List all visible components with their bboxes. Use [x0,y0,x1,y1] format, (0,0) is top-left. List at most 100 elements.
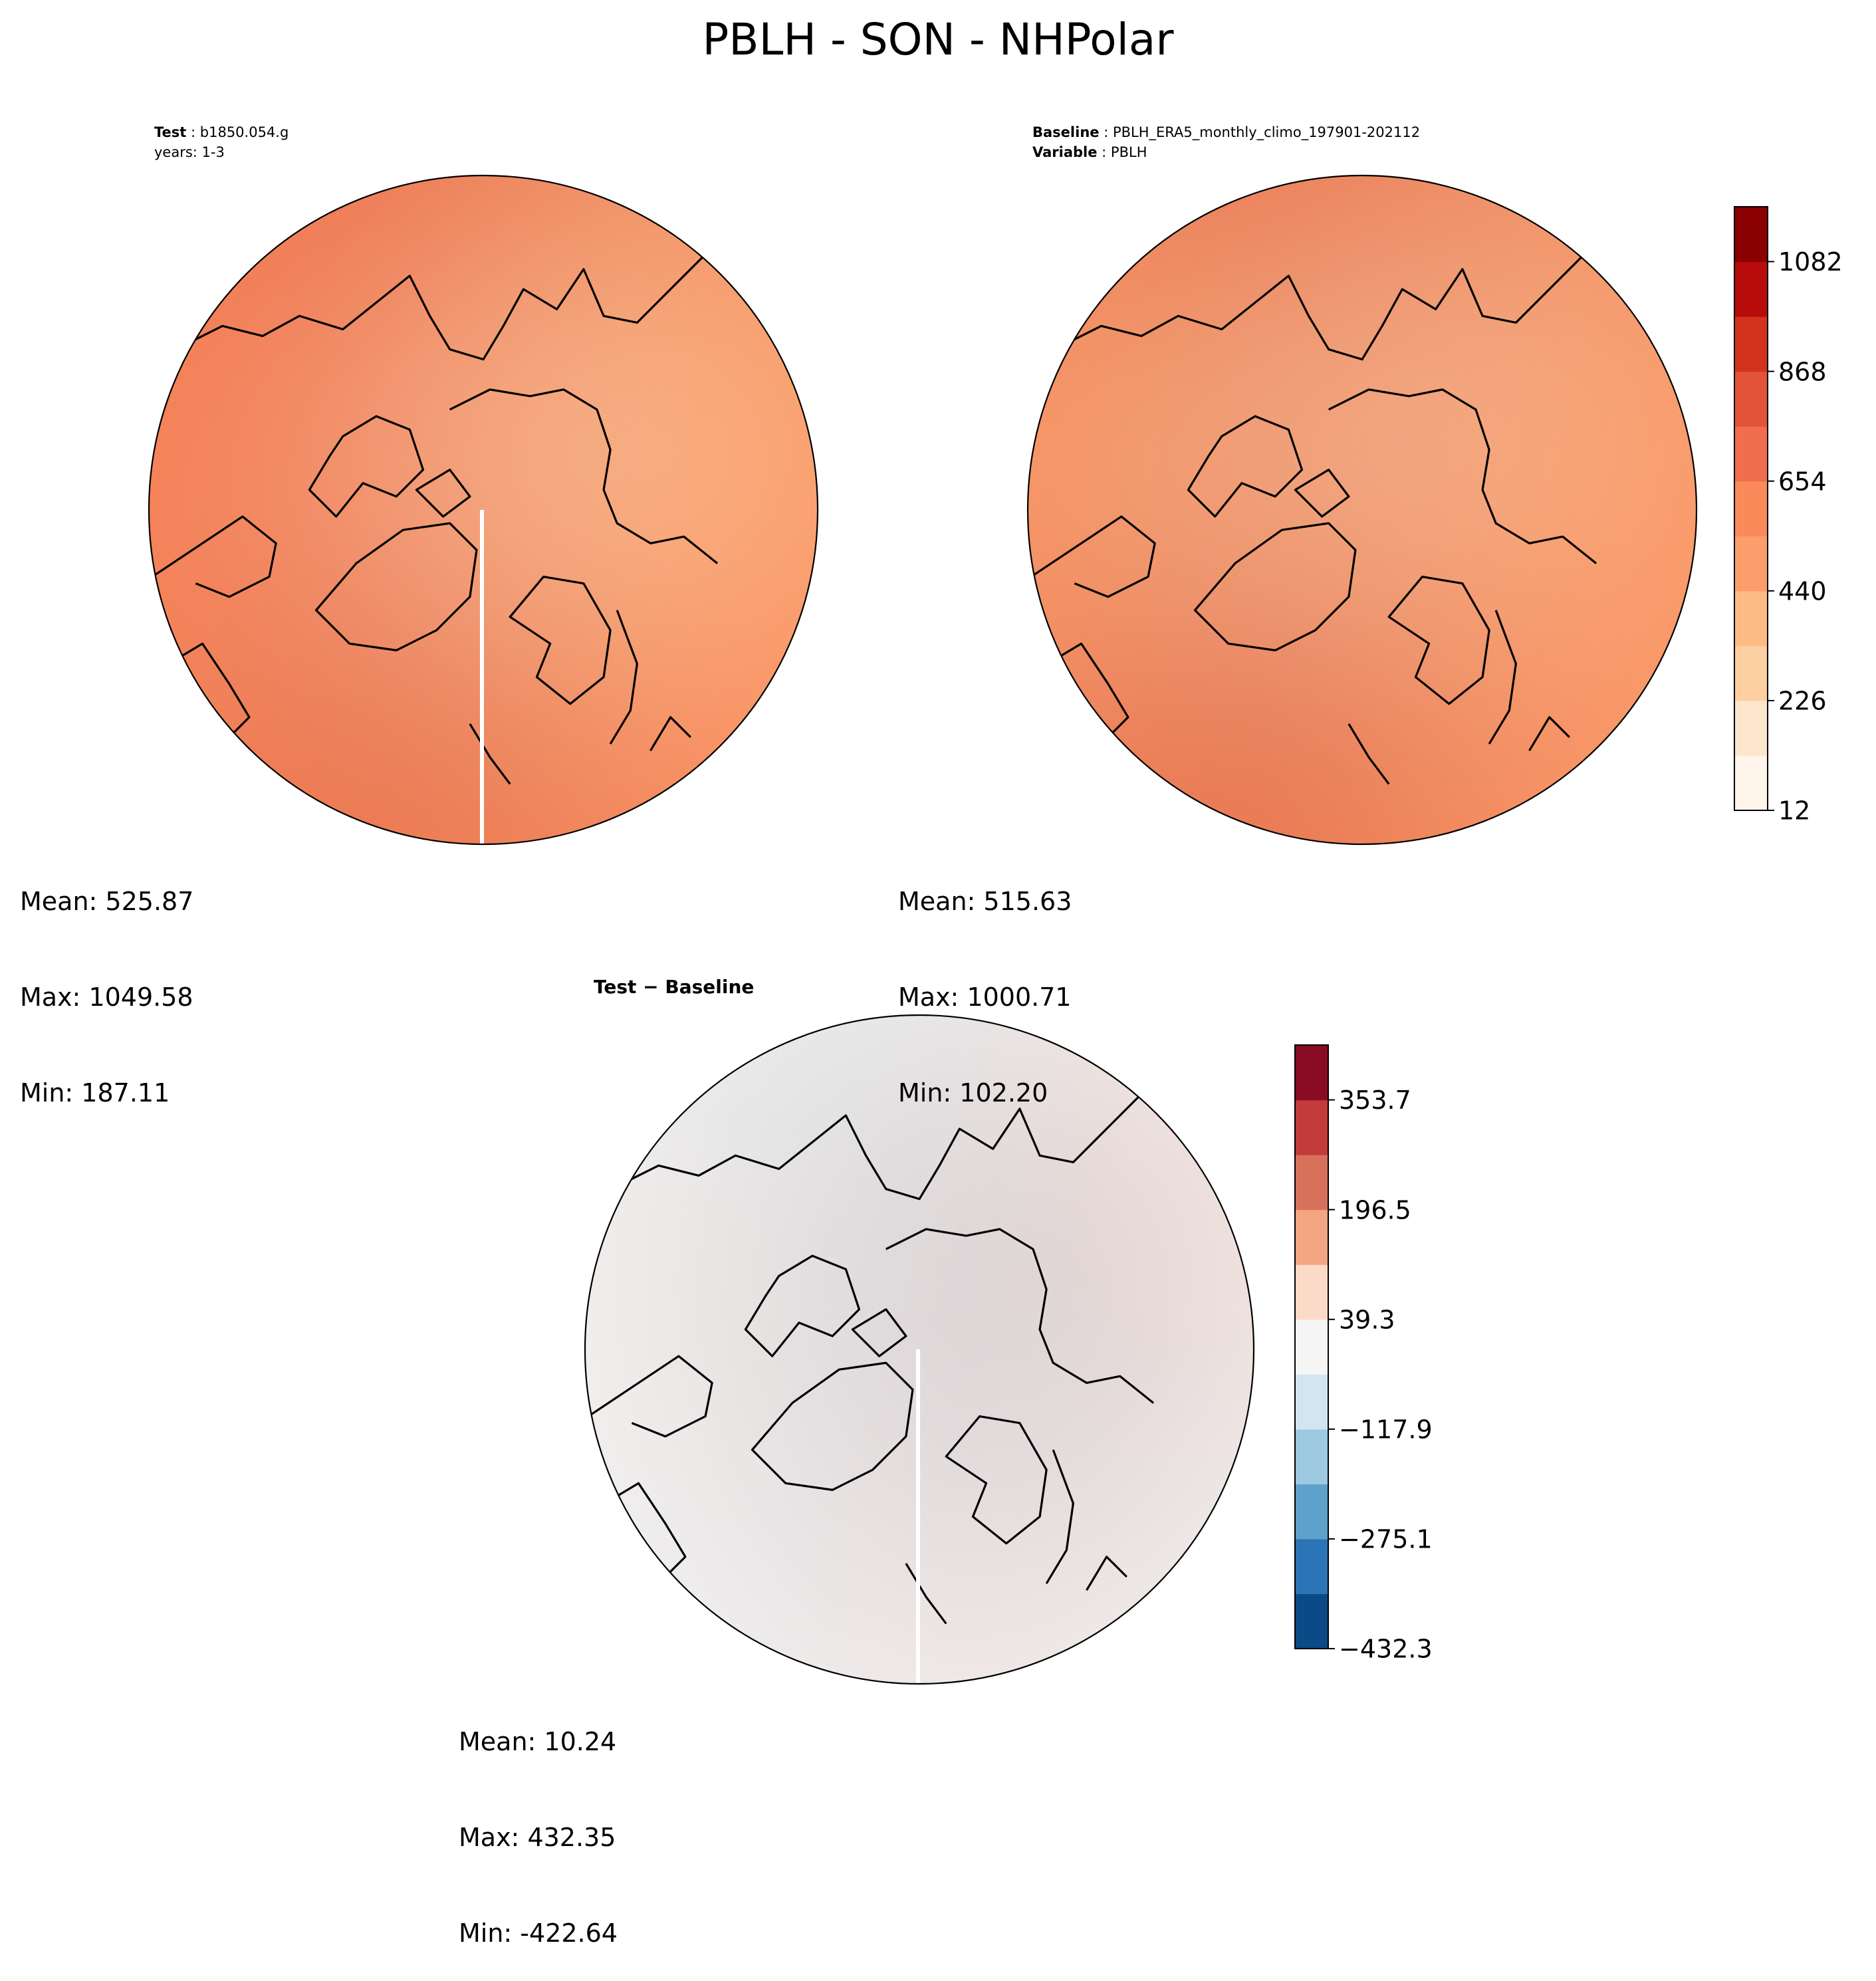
figure-title: PBLH - SON - NHPolar [703,14,1175,65]
test-label-sep: : [186,124,199,140]
coast-arctic [885,1228,1155,1404]
baseline-variable: Variable : PBLH [1032,144,1147,160]
colorbar-tick-label: 353.7 [1339,1086,1411,1115]
field-region [1098,510,1245,740]
coast-island [851,1308,907,1357]
colorbar-swatch [1295,1264,1328,1320]
diff-max: Max: 432.35 [459,1823,616,1852]
colorbar-tick-label: 654 [1778,467,1827,496]
coast-north-america [152,515,277,745]
field-region [354,479,473,625]
baseline-panel-label: Baseline : PBLH_ERA5_monthly_climo_19790… [1032,124,1420,141]
field-region [585,1015,1026,1171]
test-min: Min: 187.11 [20,1078,170,1107]
coast-europe [1348,575,1570,785]
map-border [1026,174,1698,846]
colorbar-tick-label: 226 [1778,687,1827,716]
colorbar-swatch [1295,1538,1328,1595]
variable-key: Variable [1032,144,1097,160]
map-border [148,174,819,846]
diff-mean: Mean: 10.24 [459,1727,617,1756]
coast-island [1294,469,1350,518]
coast-eurasia [188,255,739,361]
colorbar-swatch [1295,1100,1328,1155]
field-region [883,1379,1008,1514]
colorbar-swatch [1734,371,1768,427]
field-region [1217,461,1351,625]
baseline-stats: Mean: 515.63 Max: 1000.71 Min: 102.20 [898,822,1072,1141]
field-region [981,1338,1051,1397]
test-panel-label: Test : b1850.054.g [154,124,289,140]
diff-panel-label: Test − Baseline [594,976,754,998]
coastlines [1030,255,1617,785]
coast-eurasia [624,1094,1175,1201]
map-field [149,175,818,844]
diff-stats: Mean: 10.24 Max: 432.35 Min: -422.64 [459,1662,618,1981]
map-border [584,1014,1255,1685]
coast-greenland [1193,522,1357,651]
field-region [1098,1175,1254,1413]
colorbar-tick-label: 39.3 [1339,1305,1395,1334]
colorbar-swatch [1734,261,1768,317]
colorbar-tick-label: 868 [1778,357,1827,386]
colorbar-swatch [1295,1209,1328,1265]
field-region [1006,1369,1226,1542]
baseline-map [1026,174,1698,846]
baseline-label-value: PBLH_ERA5_monthly_climo_197901-202112 [1113,124,1420,141]
field-layers [149,175,818,844]
colorbar-swatch [1295,1319,1328,1375]
dateline-seam [916,1349,920,1684]
colorbar-swatch [1295,1429,1328,1484]
variable-value: PBLH [1111,144,1147,160]
variable-sep: : [1097,144,1110,160]
field-region [579,685,818,844]
test-stats: Mean: 525.87 Max: 1049.58 Min: 187.11 [20,822,193,1141]
field-region [1030,175,1697,364]
colorbar-swatch [1734,755,1768,811]
field-region [510,253,689,399]
coast-archipelago [744,1254,861,1357]
field-region [1395,247,1554,388]
colorbar-tick-label: −432.3 [1339,1635,1433,1664]
colorbar-swatch [1734,645,1768,701]
colorbar-swatch [1734,316,1768,372]
coast-north-america [588,1355,713,1585]
diff-min: Min: -422.64 [459,1919,618,1948]
coast-eurasia [1067,255,1617,361]
test-label-key: Test [154,124,186,140]
colorbar-swatch [1734,536,1768,592]
test-label-value: b1850.054.g [200,124,289,140]
figure: PBLH - SON - NHPolar Test : b1850.054.g … [148,14,1843,1685]
coast-north-america [1030,515,1156,745]
field-region [735,1414,818,1490]
colorbar-frame [1734,206,1768,811]
coast-arctic [1328,388,1597,564]
colorbar-swatch [1734,481,1768,536]
colorbar-tick-label: 12 [1778,796,1810,826]
coast-arctic [449,388,719,564]
coast-greenland [751,1361,914,1491]
colorbar-swatch [1295,1374,1328,1430]
test-map [148,174,819,846]
test-years: years: 1-3 [154,144,225,160]
colorbar-swatch [1734,590,1768,646]
field-region [1134,318,1353,469]
colorbar-tick-label: 196.5 [1339,1195,1411,1224]
map-field [1028,175,1697,844]
diverging-colorbar: −432.3 −275.1 −117.9 39.3 196.5 353.7 [1294,1044,1433,1664]
field-region [874,1566,1131,1684]
coast-europe [905,1415,1127,1625]
baseline-label-key: Baseline [1032,124,1100,140]
coast-island [415,469,471,518]
colorbar-frame [1294,1044,1329,1649]
coast-greenland [314,522,478,651]
dateline-seam [480,510,484,844]
colorbar-tick-label: 1082 [1778,247,1843,277]
colorbar-swatch [1734,700,1768,757]
baseline-label-sep: : [1100,124,1113,140]
colorbar-swatch [1295,1155,1328,1211]
colorbar-tick-label: −275.1 [1339,1525,1433,1554]
colorbar-tick-label: −117.9 [1339,1415,1433,1444]
colorbar-swatch [1295,1045,1328,1101]
field-region [1342,537,1551,776]
